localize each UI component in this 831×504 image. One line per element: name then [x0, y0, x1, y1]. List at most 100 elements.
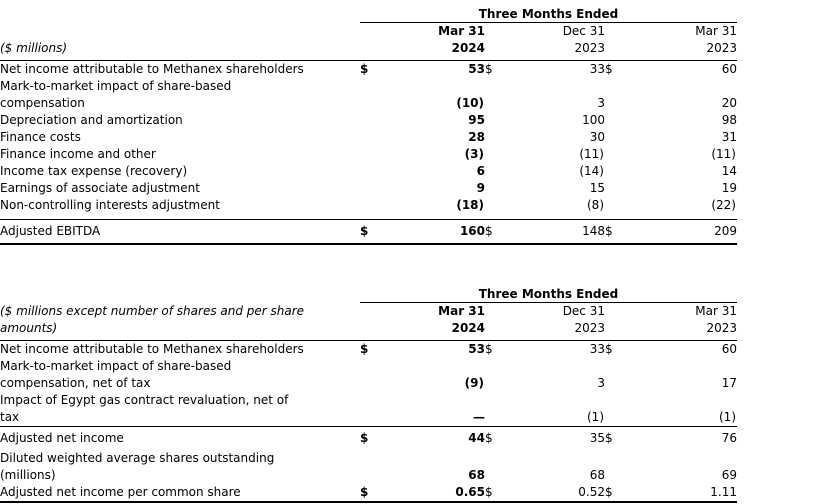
value-mar-2024: 9	[476, 181, 485, 195]
value-mar-2024: (18)	[384, 197, 485, 220]
row-label: Net income attributable to Methanex shar…	[0, 342, 304, 356]
dollar-sign: $	[360, 431, 369, 445]
row-mtm-net-of-tax: Mark-to-market impact of share-based com…	[0, 358, 737, 392]
value-dec-2023: (14)	[579, 164, 604, 178]
value-dec-2023: 0.52	[509, 484, 605, 503]
row-nci-adjustment: Non-controlling interests adjustment (18…	[0, 197, 737, 220]
row-diluted-shares: Diluted weighted average shares outstand…	[0, 450, 737, 484]
value-mar-2023: 19	[721, 181, 737, 195]
value-mar-2023: (22)	[629, 197, 737, 220]
value-mar-2024: 0.65	[384, 484, 485, 503]
value-mar-2024: 53	[468, 62, 485, 76]
row-egypt-revaluation: Impact of Egypt gas contract revaluation…	[0, 392, 737, 427]
value-dec-2023: 3	[597, 376, 605, 390]
value-dec-2023: (8)	[509, 197, 605, 220]
row-label: Mark-to-market impact of share-based com…	[0, 79, 232, 110]
value-mar-2023: (11)	[711, 147, 736, 161]
row-mark-to-market: Mark-to-market impact of share-based com…	[0, 78, 737, 112]
row-adjusted-net-income: Adjusted net income $ 44 $ 35 $ 76	[0, 427, 737, 451]
row-finance-income: Finance income and other (3) (11) (11)	[0, 146, 737, 163]
value-dec-2023: 33	[589, 342, 605, 356]
dollar-sign: $	[485, 342, 493, 356]
dollar-sign: $	[605, 342, 613, 356]
value-mar-2024: (9)	[464, 376, 484, 390]
row-label: Impact of Egypt gas contract revaluation…	[0, 392, 360, 427]
dollar-sign: $	[360, 219, 384, 245]
col-header-mar-31-2024: Mar 31 2024	[384, 302, 485, 341]
row-label: Depreciation and amortization	[0, 113, 183, 127]
row-associate-earnings: Earnings of associate adjustment 9 15 19	[0, 180, 737, 197]
row-adjusted-ebitda: Adjusted EBITDA $ 160 $ 148 $ 209	[0, 219, 737, 245]
row-label: Income tax expense (recovery)	[0, 164, 188, 178]
value-mar-2023: 1.11	[629, 484, 737, 503]
dollar-sign: $	[485, 219, 509, 245]
row-label: Adjusted net income per common share	[0, 484, 360, 503]
value-dec-2023: 30	[589, 130, 605, 144]
value-mar-2023: 98	[721, 113, 737, 127]
row-adjusted-eps: Adjusted net income per common share $ 0…	[0, 484, 737, 503]
value-mar-2023: 69	[721, 468, 737, 482]
col-header-mar-31-2023: Mar 31 2023	[629, 302, 737, 341]
value-dec-2023: (11)	[579, 147, 604, 161]
value-mar-2023: (1)	[629, 392, 737, 427]
value-mar-2024: 95	[468, 113, 485, 127]
row-label: Finance income and other	[0, 147, 156, 161]
dollar-sign: $	[605, 431, 613, 445]
value-dec-2023: 68	[589, 468, 605, 482]
value-mar-2023: 31	[721, 130, 737, 144]
col-header-mar-31-2023: Mar 31 2023	[629, 22, 737, 61]
period-header: Three Months Ended	[360, 7, 737, 23]
row-label: Net income attributable to Methanex shar…	[0, 62, 304, 76]
value-dec-2023: 148	[509, 219, 605, 245]
value-dec-2023: (1)	[509, 392, 605, 427]
row-label: Diluted weighted average shares outstand…	[0, 451, 275, 482]
value-mar-2023: 209	[629, 219, 737, 245]
value-dec-2023: 35	[589, 431, 605, 445]
value-mar-2024: 28	[468, 130, 485, 144]
period-header: Three Months Ended	[360, 287, 737, 303]
dollar-sign: $	[485, 62, 493, 76]
period-header-row: Three Months Ended	[0, 7, 737, 23]
dollar-sign: $	[360, 484, 384, 503]
value-mar-2024: 44	[468, 431, 485, 445]
value-mar-2023: 14	[721, 164, 737, 178]
value-dec-2023: 33	[589, 62, 605, 76]
value-mar-2024: (3)	[464, 147, 484, 161]
dollar-sign: $	[605, 219, 629, 245]
value-mar-2023: 20	[721, 96, 737, 110]
col-header-dec-31-2023: Dec 31 2023	[509, 22, 605, 61]
row-label: Finance costs	[0, 130, 81, 144]
dollar-sign: $	[360, 62, 369, 76]
adjusted-net-income-table: Three Months Ended ($ millions except nu…	[0, 287, 737, 503]
row-label: Mark-to-market impact of share-based com…	[0, 359, 232, 390]
value-mar-2024: (10)	[456, 96, 484, 110]
adjusted-ebitda-table: Three Months Ended ($ millions) Mar 31 2…	[0, 7, 737, 245]
column-header-row: ($ millions except number of shares and …	[0, 302, 737, 341]
row-net-income: Net income attributable to Methanex shar…	[0, 341, 737, 359]
col-header-dec-31-2023: Dec 31 2023	[509, 302, 605, 341]
column-header-row: ($ millions) Mar 31 2024 Dec 31 2023 Mar…	[0, 22, 737, 61]
row-income-tax: Income tax expense (recovery) 6 (14) 14	[0, 163, 737, 180]
value-dec-2023: 3	[597, 96, 605, 110]
value-dec-2023: 15	[589, 181, 605, 195]
row-label: Adjusted net income	[0, 431, 124, 445]
row-label: Earnings of associate adjustment	[0, 181, 200, 195]
value-mar-2023: 76	[721, 431, 737, 445]
dollar-sign: $	[485, 431, 493, 445]
value-mar-2023: 60	[721, 62, 737, 76]
row-label: Adjusted EBITDA	[0, 219, 360, 245]
units-label: ($ millions except number of shares and …	[0, 302, 360, 341]
units-label: ($ millions)	[0, 22, 360, 61]
value-mar-2024: 6	[476, 164, 485, 178]
value-mar-2024: —	[384, 392, 485, 427]
value-dec-2023: 100	[582, 113, 605, 127]
row-label: Non-controlling interests adjustment	[0, 197, 360, 220]
row-depreciation: Depreciation and amortization 95 100 98	[0, 112, 737, 129]
value-mar-2023: 17	[721, 376, 737, 390]
row-net-income: Net income attributable to Methanex shar…	[0, 61, 737, 79]
value-mar-2024: 53	[468, 342, 485, 356]
value-mar-2023: 60	[721, 342, 737, 356]
value-mar-2024: 160	[384, 219, 485, 245]
value-mar-2024: 68	[468, 468, 485, 482]
